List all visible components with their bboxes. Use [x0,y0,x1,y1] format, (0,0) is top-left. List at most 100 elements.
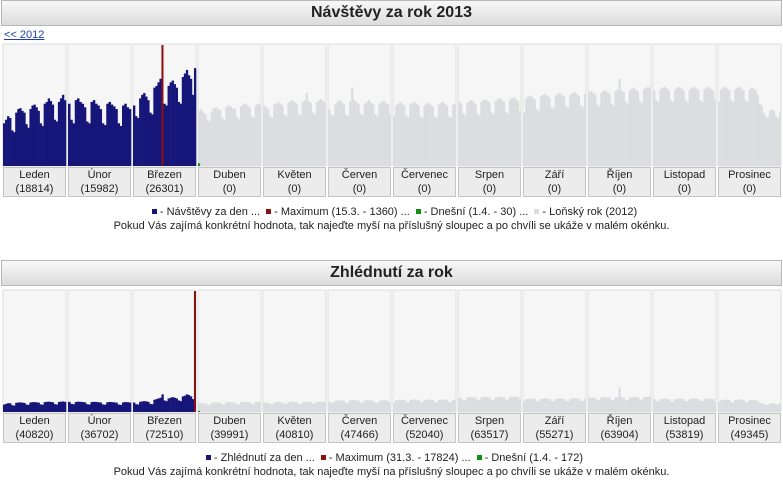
last-year-bar [506,113,510,166]
last-year-bar [600,397,603,412]
month-label: Listopad (0) [653,167,716,197]
last-year-bar [407,117,410,166]
last-year-bar [349,400,352,412]
last-year-bar [319,401,323,412]
last-year-bar [433,116,436,166]
day-bar [49,101,53,166]
last-year-bar [200,402,203,412]
last-year-bar [554,398,557,412]
last-year-bar [583,93,587,166]
last-year-bar [198,110,201,166]
day-bar [169,397,172,412]
last-year-bar [624,101,627,166]
last-year-bar [669,100,673,166]
last-year-bar [581,107,585,166]
last-year-bar [738,399,741,412]
day-bar [106,103,109,166]
day-bar [104,125,107,166]
last-year-bar [596,400,599,412]
last-year-bar [458,101,461,166]
last-year-bar [510,98,514,166]
last-year-bar [212,108,216,166]
day-bar [189,78,193,166]
last-year-bar [598,400,601,412]
last-year-bar [231,108,234,166]
last-year-bar [445,399,449,412]
last-year-bar [417,105,420,166]
last-year-bar [488,397,491,412]
month-name: Leden [19,415,50,427]
month-label: Červen (47466) [328,413,391,443]
last-year-bar [523,112,526,166]
last-year-bar [516,101,520,166]
last-year-bar [405,402,408,412]
day-bar [90,402,94,412]
last-year-bar [722,87,725,166]
last-year-bar [732,101,735,166]
month-total: (0) [612,183,627,195]
last-year-bar [407,402,410,412]
last-year-bar [758,103,761,166]
last-year-bar [669,401,673,412]
last-year-bar [321,101,325,166]
month-total: (47466) [340,429,379,441]
last-year-bar [720,89,723,166]
month-name: Červen [341,169,378,181]
day-bar [169,82,172,166]
day-bar [86,121,89,166]
last-year-bar [573,92,576,166]
last-year-bar [709,88,713,166]
last-year-bar [567,401,570,412]
last-year-bar [699,401,702,412]
last-year-bar [242,104,245,166]
last-year-bar [764,404,768,412]
legend-label: - Loňský rok (2012) [542,206,638,218]
last-year-bar [659,89,662,166]
last-year-bar [309,102,313,166]
day-bar [29,109,32,166]
last-year-bar [421,402,424,412]
last-year-bar [357,103,360,166]
last-year-bar [235,404,239,412]
last-year-bar [214,402,218,412]
back-link[interactable]: << 2012 [4,29,45,41]
last-year-bar [200,109,203,166]
last-year-bar [474,103,477,166]
last-year-bar [233,109,237,166]
last-year-bar [640,102,644,166]
month-column [2,289,67,413]
day-bar [70,119,73,166]
day-bar [165,401,168,412]
last-year-bar [429,399,432,412]
legend-swatch [205,455,211,461]
last-year-bar [202,403,205,412]
last-year-bar [504,111,508,166]
last-year-bar [748,400,751,412]
last-year-bar [541,398,545,412]
last-year-bar [498,396,501,412]
last-year-bar [482,100,485,166]
last-year-bar [299,115,302,166]
day-bar [61,401,65,412]
last-year-bar [690,398,694,412]
last-year-bar [340,400,343,412]
last-year-bar [472,101,475,166]
last-year-bar [612,400,615,412]
last-year-bar [252,117,255,166]
last-year-bar [216,109,220,166]
last-year-bar [403,400,406,412]
last-year-bar [301,101,304,166]
last-year-bar [221,117,224,166]
last-year-bar [370,400,373,412]
day-bar [41,404,44,412]
last-year-bar [724,86,727,166]
last-year-bar [240,402,243,412]
last-year-bar [583,398,587,412]
last-year-bar [774,116,778,166]
last-year-bar [527,398,530,412]
month-total: (26301) [145,183,184,195]
last-year-bar [638,101,642,166]
last-year-bar [311,112,315,166]
last-year-bar [655,401,658,412]
last-year-bar [678,398,681,412]
